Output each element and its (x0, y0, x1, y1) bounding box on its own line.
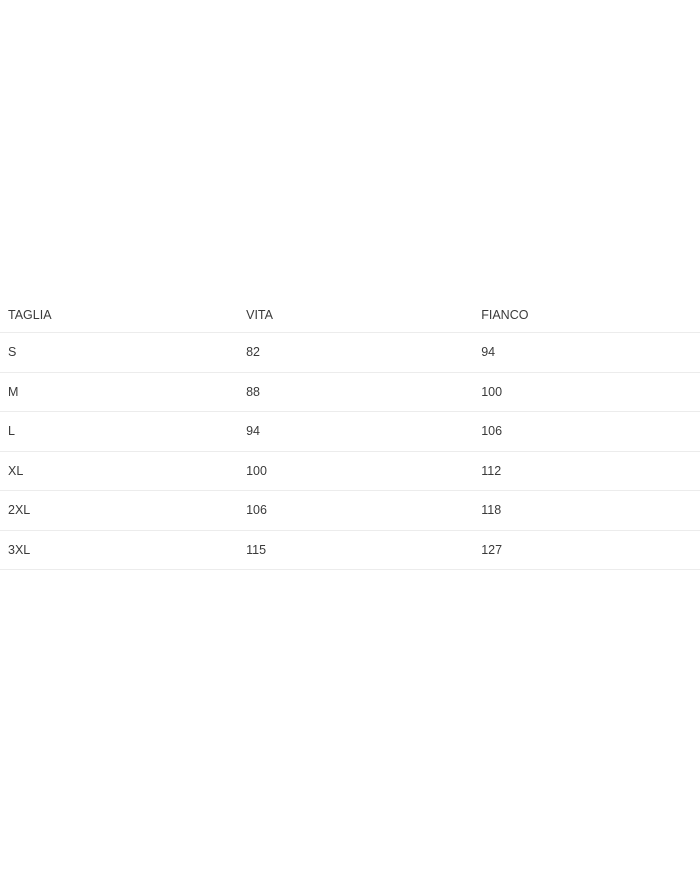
column-header-size: TAGLIA (0, 295, 239, 333)
hip-cell: 127 (473, 530, 700, 570)
waist-cell: 82 (238, 332, 474, 373)
hip-cell: 112 (473, 451, 700, 491)
size-cell: L (0, 411, 239, 452)
table-header-row: TAGLIA VITA FIANCO (0, 295, 700, 333)
hip-cell: 100 (473, 372, 700, 412)
table-row: 2XL 106 118 (0, 490, 700, 531)
waist-cell: 100 (238, 451, 474, 491)
table-row: XL 100 112 (0, 451, 700, 491)
waist-cell: 115 (238, 530, 474, 570)
hip-cell: 118 (473, 490, 700, 531)
hip-cell: 106 (473, 411, 700, 452)
table-row: M 88 100 (0, 372, 700, 412)
hip-cell: 94 (473, 332, 700, 373)
size-chart-table: TAGLIA VITA FIANCO S 82 94 M 88 100 L 94 106 XL 10… (0, 295, 700, 570)
size-cell: 3XL (0, 530, 239, 570)
size-cell: XL (0, 451, 239, 491)
table-row: L 94 106 (0, 411, 700, 452)
column-header-waist: VITA (238, 295, 474, 333)
table-row: 3XL 115 127 (0, 530, 700, 570)
waist-cell: 88 (238, 372, 474, 412)
table-row: S 82 94 (0, 332, 700, 373)
column-header-hip: FIANCO (473, 295, 700, 333)
size-cell: 2XL (0, 490, 239, 531)
waist-cell: 106 (238, 490, 474, 531)
size-cell: M (0, 372, 239, 412)
size-cell: S (0, 332, 239, 373)
waist-cell: 94 (238, 411, 474, 452)
